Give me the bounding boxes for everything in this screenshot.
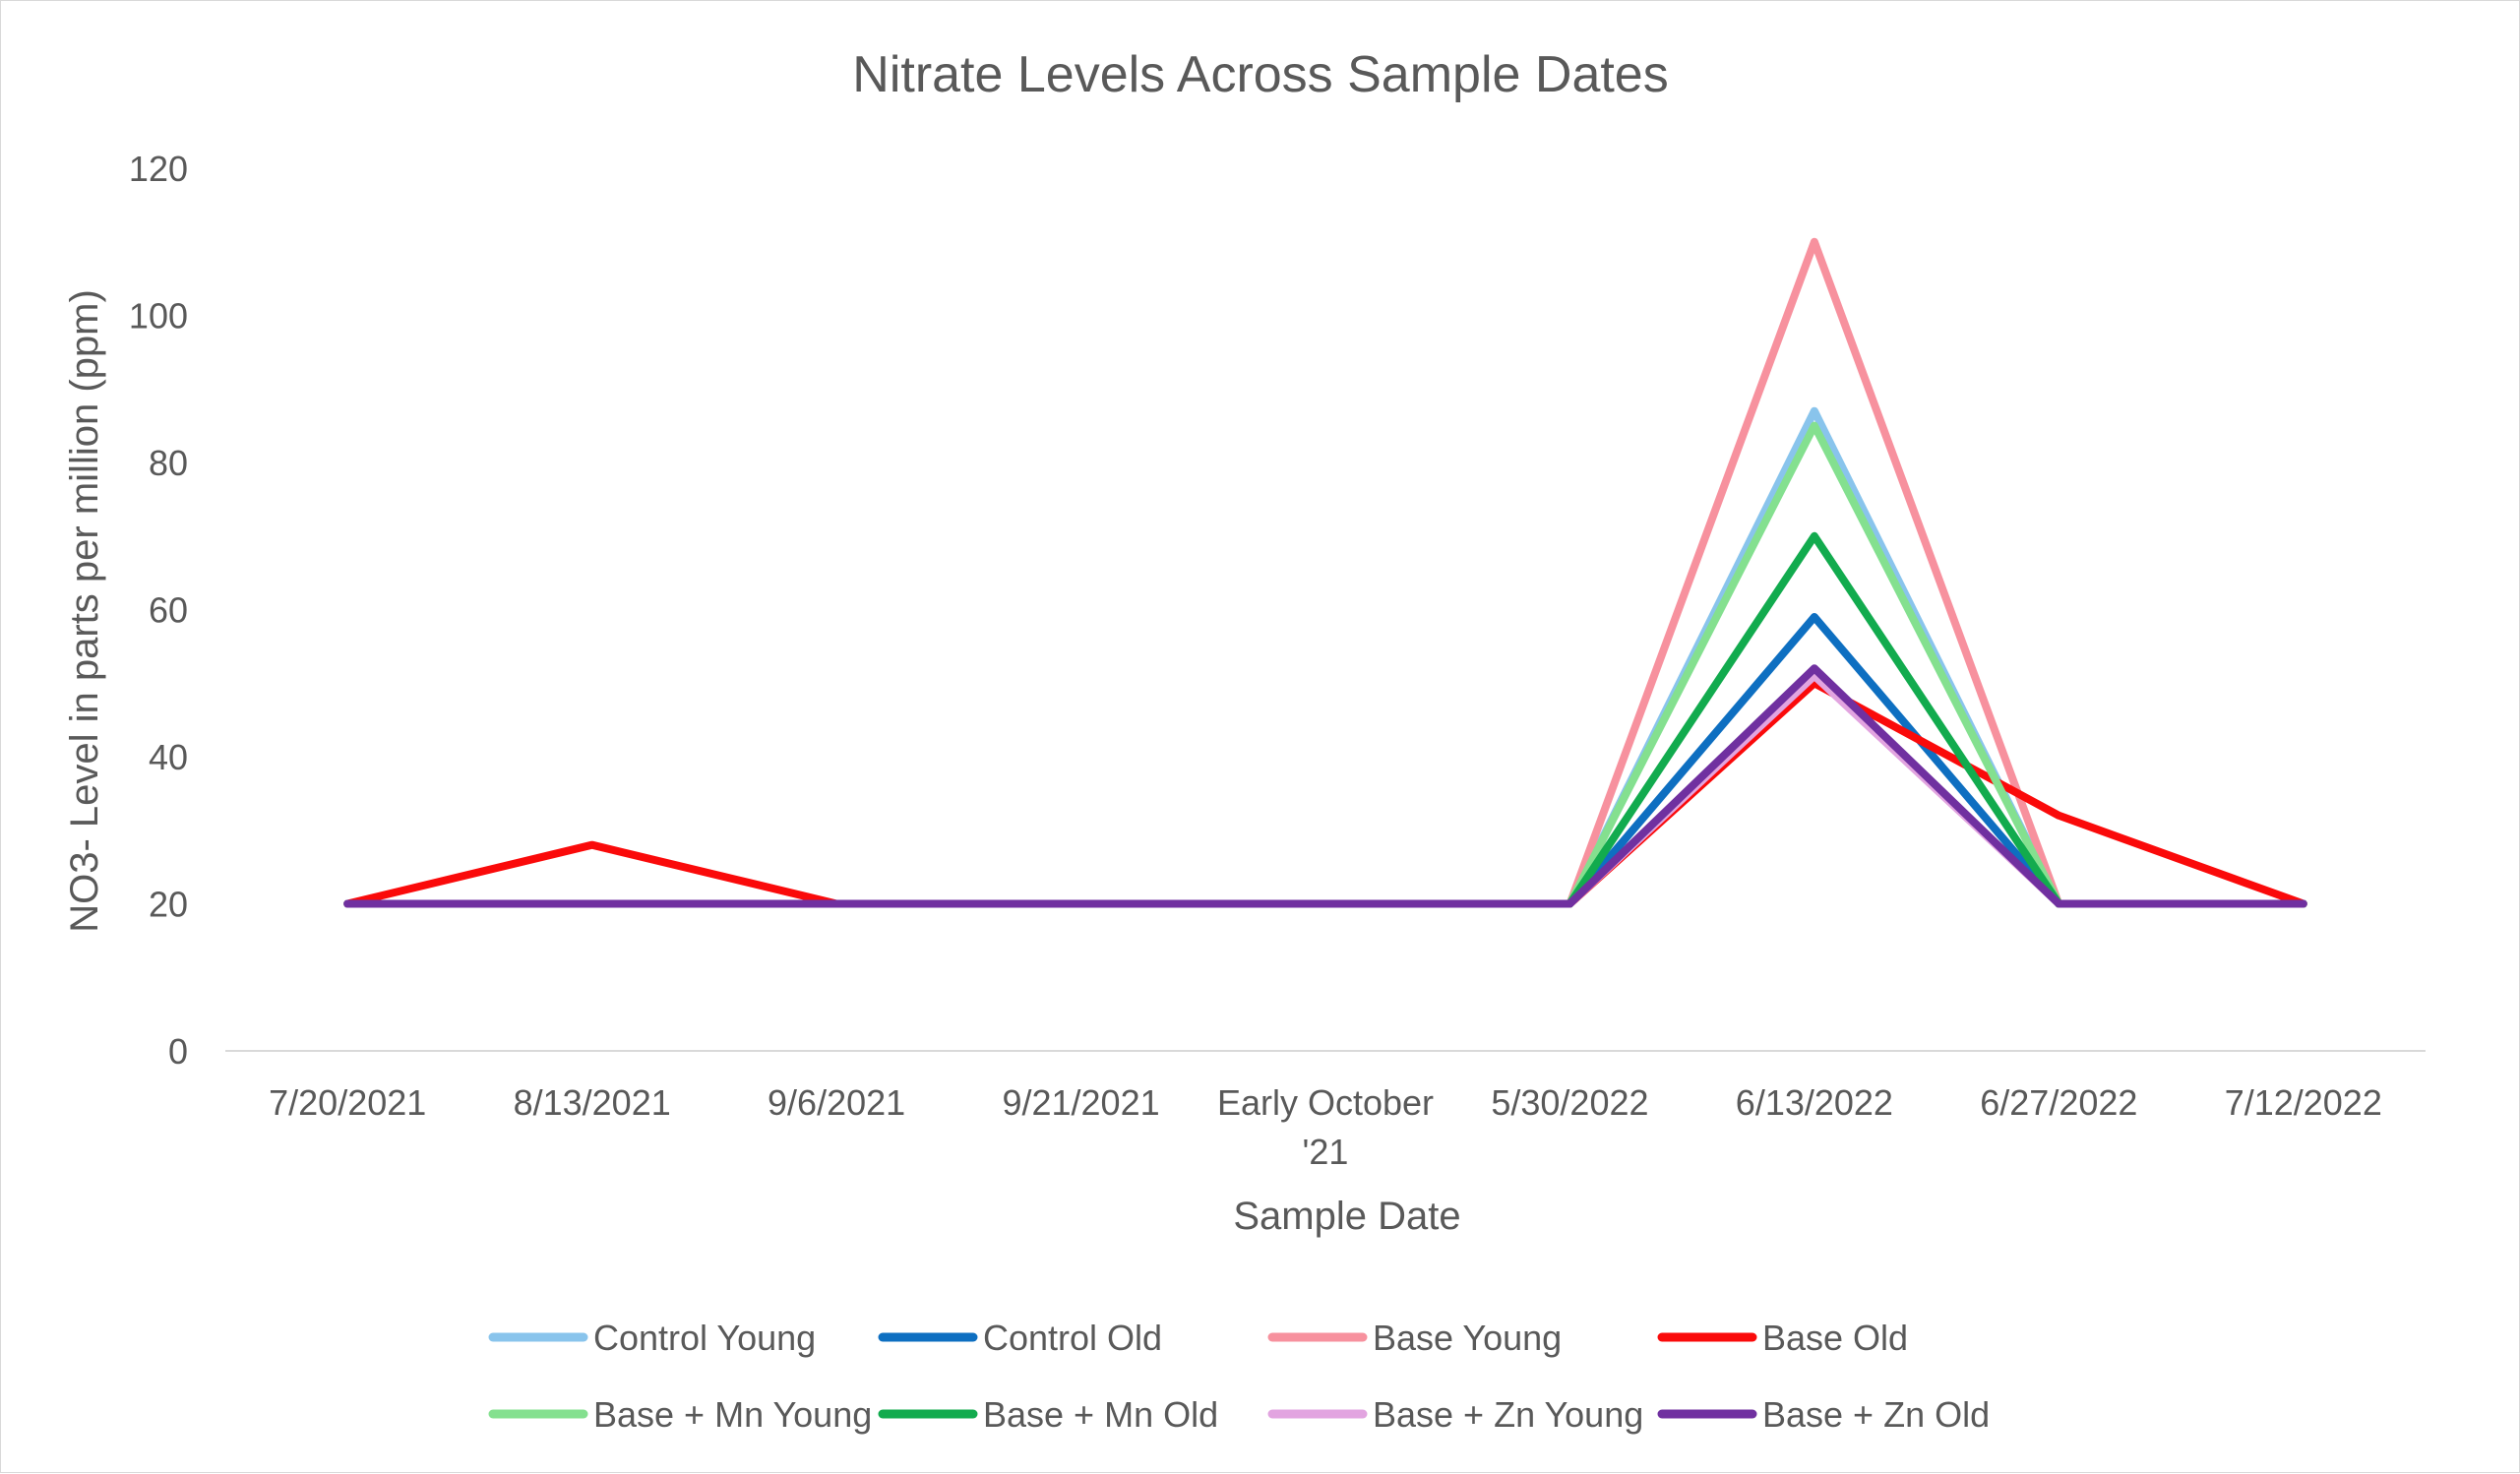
x-tick-label-9-21-2021: 9/21/2021 [1002, 1082, 1159, 1123]
legend: Control Young Control Old Base Young Base O… [488, 1318, 1990, 1435]
x-axis-title: Sample Date [1233, 1195, 1460, 1238]
x-tick-label-7-12-2022: 7/12/2022 [2225, 1082, 2382, 1123]
y-tick-label-120: 120 [129, 149, 188, 189]
y-tick-label-80: 80 [149, 443, 188, 483]
y-tick-label-100: 100 [129, 296, 188, 337]
series-line-base-zn-old [343, 664, 2307, 908]
legend-label-control-young: Control Young [593, 1318, 816, 1358]
x-tick-label-8-13-2021: 8/13/2021 [514, 1082, 671, 1123]
x-tick-label-5-30-2022: 5/30/2022 [1491, 1082, 1648, 1123]
x-tick-label-6-13-2022: 6/13/2022 [1736, 1082, 1893, 1123]
y-tick-labels: 0 20 40 60 80 100 120 [129, 149, 188, 1072]
legend-label-base-zn-young: Base + Zn Young [1373, 1394, 1643, 1435]
x-tick-label-early-october-21: Early October '21 [1217, 1082, 1434, 1172]
x-tick-label-9-6-2021: 9/6/2021 [768, 1082, 905, 1123]
x-tick-label-7-20-2021: 7/20/2021 [269, 1082, 426, 1123]
y-axis-title: NO3- Level in parts per million (ppm) [63, 289, 106, 933]
legend-label-base-mn-young: Base + Mn Young [593, 1394, 872, 1435]
y-tick-label-60: 60 [149, 590, 188, 631]
y-tick-label-40: 40 [149, 737, 188, 777]
legend-label-control-old: Control Old [983, 1318, 1162, 1358]
series-lines [343, 237, 2307, 908]
series-line-base-old [343, 679, 2307, 908]
x-tick-label-6-27-2022: 6/27/2022 [1980, 1082, 2137, 1123]
legend-label-base-young: Base Young [1373, 1318, 1562, 1358]
x-tick-labels: 7/20/2021 8/13/2021 9/6/2021 9/21/2021 Early… [269, 1082, 2382, 1172]
legend-label-base-zn-old: Base + Zn Old [1762, 1394, 1990, 1435]
chart-title: Nitrate Levels Across Sample Dates [852, 46, 1668, 103]
y-tick-label-0: 0 [168, 1031, 188, 1072]
legend-label-base-old: Base Old [1762, 1318, 1908, 1358]
y-tick-label-20: 20 [149, 885, 188, 925]
legend-label-base-mn-old: Base + Mn Old [983, 1394, 1218, 1435]
